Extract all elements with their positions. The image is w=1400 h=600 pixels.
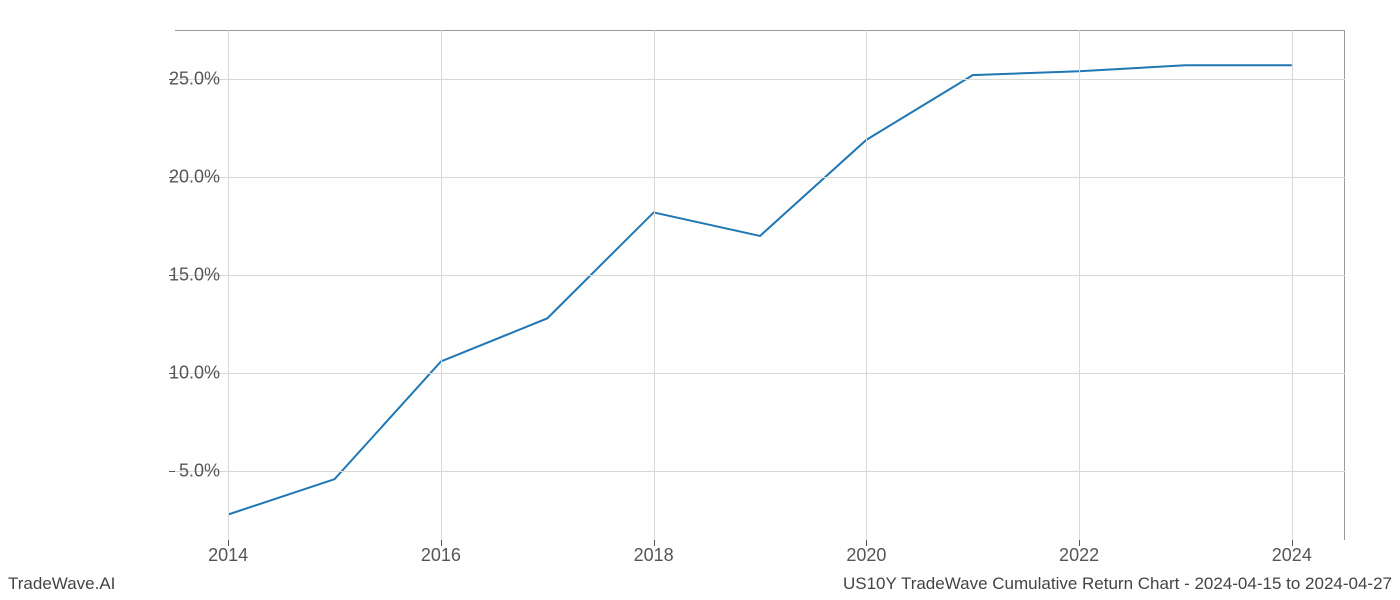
grid-line-vertical [1079,30,1080,540]
grid-line-horizontal [175,275,1345,276]
y-axis-label: 20.0% [169,167,220,188]
x-axis-label: 2022 [1059,545,1099,566]
line-series [175,30,1345,540]
x-axis-label: 2024 [1272,545,1312,566]
grid-line-vertical [866,30,867,540]
grid-line-vertical [228,30,229,540]
x-axis-label: 2014 [208,545,248,566]
grid-line-horizontal [175,79,1345,80]
grid-line-vertical [654,30,655,540]
grid-line-horizontal [175,471,1345,472]
y-axis-label: 5.0% [179,461,220,482]
x-axis-label: 2018 [634,545,674,566]
grid-line-vertical [1292,30,1293,540]
y-axis-label: 25.0% [169,69,220,90]
footer-brand: TradeWave.AI [8,574,115,594]
chart-plot-area [175,30,1345,540]
y-axis-label: 10.0% [169,363,220,384]
grid-line-horizontal [175,177,1345,178]
y-axis-label: 15.0% [169,265,220,286]
grid-line-horizontal [175,373,1345,374]
x-axis-label: 2020 [846,545,886,566]
footer-title: US10Y TradeWave Cumulative Return Chart … [843,574,1392,594]
grid-line-vertical [441,30,442,540]
y-tick-mark [169,471,175,472]
x-axis-label: 2016 [421,545,461,566]
